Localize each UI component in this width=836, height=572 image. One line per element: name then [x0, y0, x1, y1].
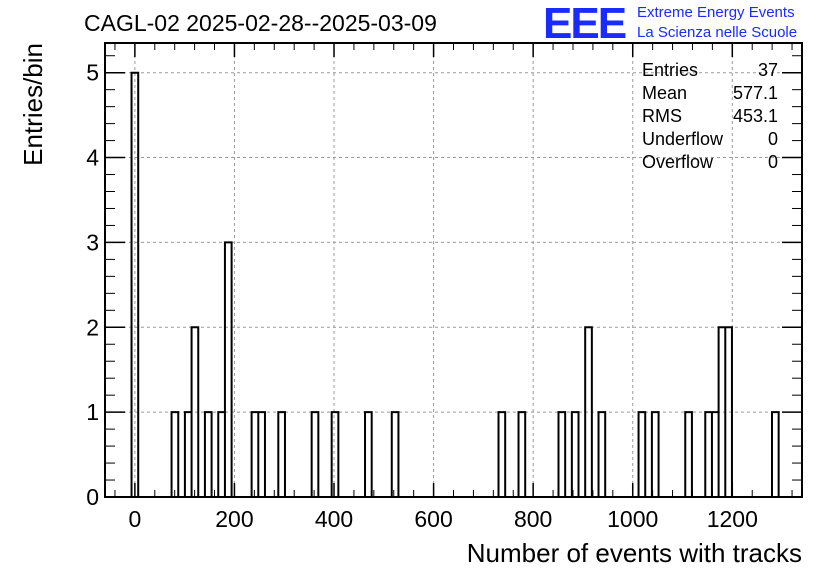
- x-tick-label: 1000: [607, 506, 658, 532]
- y-tick-label: 4: [86, 145, 99, 171]
- eee-logo: EEE: [543, 0, 627, 48]
- stats-value: 453.1: [733, 106, 778, 126]
- histogram-bin: [185, 412, 192, 497]
- histogram-bin: [685, 412, 692, 497]
- x-tick-label: 1200: [707, 506, 758, 532]
- x-tick-label: 800: [514, 506, 552, 532]
- histogram-bin: [652, 412, 659, 497]
- histogram-bin: [519, 412, 526, 497]
- stats-value: 0: [768, 129, 778, 149]
- histogram-bin: [572, 412, 579, 497]
- histogram-bin: [558, 412, 565, 497]
- histogram-bin: [252, 412, 259, 497]
- y-tick-label: 2: [86, 314, 99, 340]
- stats-label: Underflow: [642, 129, 724, 149]
- stats-label: Mean: [642, 83, 687, 103]
- stats-label: Overflow: [642, 152, 714, 172]
- histogram-bin: [332, 412, 339, 497]
- histogram-bin: [225, 242, 232, 497]
- y-axis-label: Entries/bin: [18, 43, 48, 166]
- stats-value: 37: [758, 60, 778, 80]
- axis-ticks: 0 200 400 600 800 1000 1200 0 1 2 3 4 5: [86, 43, 802, 532]
- histogram-bin: [258, 412, 265, 497]
- x-tick-label: 400: [315, 506, 353, 532]
- histogram-bin: [365, 412, 372, 497]
- stats-value: 577.1: [733, 83, 778, 103]
- histogram-bin: [278, 412, 285, 497]
- x-axis-label: Number of events with tracks: [467, 538, 802, 568]
- y-tick-label: 5: [86, 60, 99, 86]
- chart-title: CAGL-02 2025-02-28--2025-03-09: [84, 10, 437, 36]
- plot-frame: [104, 42, 803, 498]
- histogram-bin: [205, 412, 212, 497]
- histogram-bin: [172, 412, 179, 497]
- logo-line-2: La Scienza nelle Scuole: [637, 24, 798, 41]
- histogram-bin: [712, 412, 719, 497]
- stats-label: Entries: [642, 60, 698, 80]
- histogram-bin: [599, 412, 606, 497]
- histogram-bin: [705, 412, 712, 497]
- x-tick-label: 200: [215, 506, 253, 532]
- histogram-bin: [218, 412, 225, 497]
- y-tick-label: 0: [86, 484, 99, 510]
- x-tick-label: 600: [414, 506, 452, 532]
- stats-value: 0: [768, 152, 778, 172]
- histogram-bin: [639, 412, 646, 497]
- stats-box: Entries 37 Mean 577.1 RMS 453.1 Underflow 0 Over…: [642, 60, 778, 172]
- grid-lines: [105, 43, 802, 497]
- stats-label: RMS: [642, 106, 682, 126]
- logo-line-1: Extreme Energy Events: [637, 4, 795, 21]
- x-tick-label: 0: [128, 506, 141, 532]
- histogram-bin: [772, 412, 779, 497]
- histogram-bin: [499, 412, 506, 497]
- y-tick-label: 3: [86, 229, 99, 255]
- y-tick-label: 1: [86, 399, 99, 425]
- histogram-bin: [312, 412, 319, 497]
- histogram-bin: [392, 412, 399, 497]
